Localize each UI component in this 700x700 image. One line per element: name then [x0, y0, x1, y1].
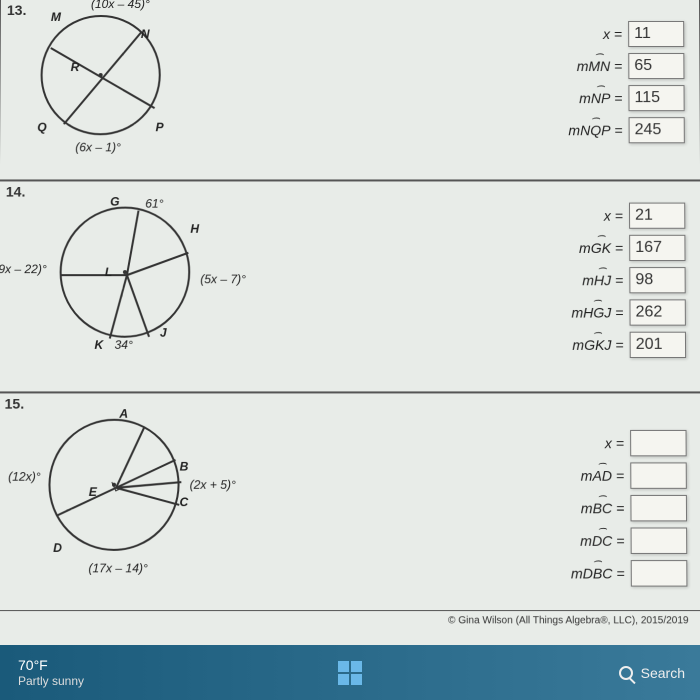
answer-label: mMN =	[577, 58, 623, 74]
taskbar[interactable]: 70°F Partly sunny Search	[0, 645, 700, 700]
label-L: L	[105, 265, 112, 279]
windows-start-icon[interactable]	[338, 661, 362, 685]
label-H: H	[190, 222, 199, 236]
answer-label: mNP =	[579, 90, 622, 106]
answer-label: mAD =	[581, 468, 625, 484]
answer-box[interactable]: 21	[629, 203, 685, 229]
search-button[interactable]: Search	[619, 665, 685, 681]
problem-number: 13.	[7, 2, 27, 18]
answer-label: mHGJ =	[571, 304, 623, 320]
problem-number: 14.	[6, 183, 26, 199]
answer-label: x =	[603, 26, 622, 42]
circle-diagram-13: (10x – 45)° M N R Q P (6x – 1)°	[40, 15, 161, 135]
answer-box[interactable]: 115	[628, 85, 684, 111]
label-P: P	[156, 120, 164, 134]
label-E: E	[89, 485, 97, 499]
label-J: J	[160, 326, 167, 340]
label-expr2: (6x – 1)°	[75, 140, 121, 154]
answer-box[interactable]: 262	[629, 299, 685, 325]
answers-13: x = 11 mMN = 65 mNP = 115 mNQP = 245	[568, 20, 685, 148]
label-right: (5x – 7)°	[200, 272, 246, 286]
label-M: M	[51, 10, 61, 24]
problem-13: 13. (10x – 45)° M N R Q P (6x – 1)° x = 1…	[0, 0, 700, 180]
answer-label: mNQP =	[568, 122, 622, 138]
circle-diagram-15: A (12x)° B E (2x + 5)° C D (17x – 14)°	[48, 419, 180, 551]
answer-box[interactable]	[630, 495, 687, 521]
answer-box[interactable]	[630, 462, 687, 488]
label-Q: Q	[37, 120, 46, 134]
label-left: (9x – 22)°	[0, 262, 47, 276]
label-N: N	[141, 27, 150, 41]
label-A: A	[119, 407, 128, 421]
answer-box[interactable]	[631, 527, 688, 553]
answers-14: x = 21 mGK = 167 mHJ = 98 mHGJ = 262 mGKJ = 2…	[571, 202, 686, 363]
label-bottom: (17x – 14)°	[88, 561, 147, 575]
problem-number: 15.	[5, 395, 25, 411]
circle-diagram-14: G 61° H (9x – 22)° L (5x – 7)° K 34° J	[59, 207, 190, 338]
label-expr: (10x – 45)°	[91, 0, 150, 11]
label-34: 34°	[115, 338, 133, 352]
weather-temp: 70°F	[18, 656, 84, 674]
answer-label: mBC =	[581, 500, 625, 516]
label-left: (12x)°	[8, 470, 40, 484]
label-B: B	[180, 459, 189, 473]
worksheet: 13. (10x – 45)° M N R Q P (6x – 1)° x =1…	[0, 0, 700, 652]
answer-box[interactable]	[631, 560, 688, 587]
answer-box[interactable]: 98	[629, 267, 685, 293]
label-R: R	[71, 60, 80, 74]
answer-label: mGK =	[579, 240, 623, 256]
label-61: 61°	[145, 197, 163, 211]
copyright-text: © Gina Wilson (All Things Algebra®, LLC)…	[0, 611, 700, 630]
weather-widget[interactable]: 70°F Partly sunny	[0, 648, 102, 698]
answer-label: mDBC =	[571, 565, 625, 581]
answer-box[interactable]: 11	[628, 21, 684, 47]
answer-label: mGKJ =	[572, 337, 623, 353]
label-G: G	[110, 195, 119, 209]
answer-box[interactable]	[630, 430, 687, 456]
label-K: K	[94, 338, 103, 352]
label-C: C	[179, 495, 188, 509]
search-icon	[619, 666, 633, 680]
label-right: (2x + 5)°	[190, 478, 236, 492]
problem-14: 14. G 61° H (9x – 22)° L (5x – 7)° K 34°…	[0, 180, 700, 392]
answers-15: x = mAD = mBC = mDC = mDBC =	[570, 429, 687, 592]
answer-label: mDC =	[580, 533, 624, 549]
answer-box[interactable]: 201	[630, 332, 686, 358]
answer-box[interactable]: 245	[629, 117, 685, 143]
weather-condition: Partly sunny	[18, 674, 84, 690]
answer-box[interactable]: 167	[629, 235, 685, 261]
search-label: Search	[641, 665, 685, 681]
answer-label: x =	[604, 208, 623, 224]
answer-box[interactable]: 65	[628, 53, 684, 79]
answer-label: mHJ =	[582, 272, 623, 288]
label-D: D	[53, 541, 62, 555]
answer-label: x =	[605, 435, 624, 451]
problem-15: 15. A (12x)° B E (2x + 5)° C D (17x – 14…	[0, 392, 700, 611]
